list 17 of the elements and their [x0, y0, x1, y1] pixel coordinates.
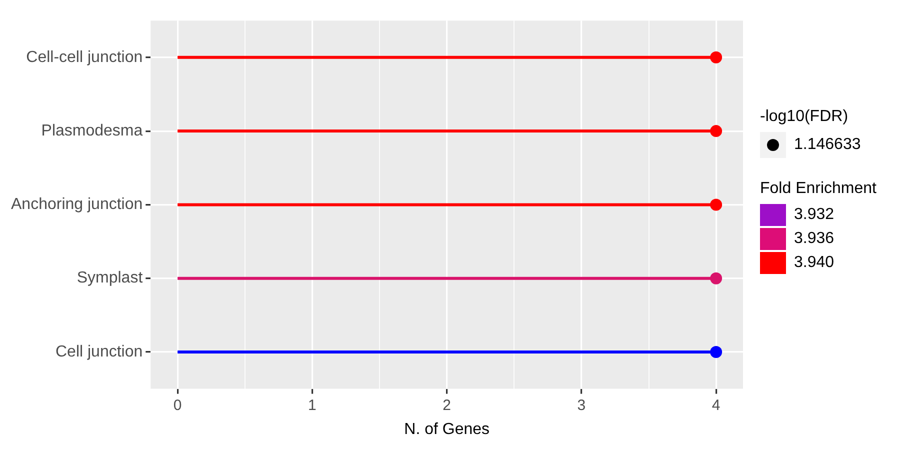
y-tick-label: Cell-cell junction — [26, 48, 143, 66]
y-tick-label: Anchoring junction — [11, 196, 143, 214]
x-tick-label: 4 — [712, 396, 720, 414]
x-tick-label: 2 — [442, 396, 451, 414]
legend-label: 3.936 — [794, 230, 834, 248]
text: -log10(FDR) — [760, 108, 850, 126]
text: 1.146633 — [794, 136, 861, 154]
x-tick-label: 0 — [173, 396, 182, 414]
x-tick-label: 3 — [577, 396, 586, 414]
y-tick-label: Cell junction — [55, 343, 143, 360]
legend-label: 3.940 — [794, 254, 834, 272]
x-axis-title: N. of Genes — [404, 420, 490, 438]
y-tick-label: Plasmodesma — [41, 122, 143, 140]
x-tick-label: 1 — [308, 396, 316, 414]
legend-title: Fold Enrichment — [760, 180, 878, 198]
y-tick-label: Symplast — [76, 270, 144, 287]
legend-label: 3.932 — [794, 206, 834, 224]
